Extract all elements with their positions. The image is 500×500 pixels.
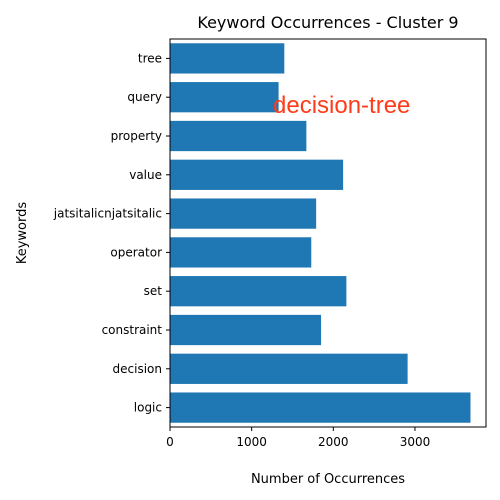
y-tick-label: jatsitalicnjatsitalic <box>53 207 162 221</box>
y-axis-ticks: logic decision constraint set operator jatsit… <box>53 51 170 415</box>
x-tick-label: 1000 <box>236 435 267 449</box>
bar-constraint <box>170 314 322 346</box>
y-tick-label: constraint <box>102 323 163 337</box>
y-tick-label: value <box>129 168 162 182</box>
y-axis-label: Keywords <box>15 202 30 265</box>
y-tick-label: query <box>127 90 162 104</box>
plot-frame <box>169 38 487 428</box>
y-tick-label: decision <box>113 362 162 376</box>
bar-logic <box>170 392 471 423</box>
bars-group <box>170 43 471 423</box>
chart-title: Keyword Occurrences - Cluster 9 <box>197 13 458 32</box>
y-tick-label: logic <box>134 401 162 415</box>
y-tick-label: property <box>111 129 162 143</box>
y-tick-label: operator <box>110 245 162 259</box>
chart-annotation: decision-tree <box>273 92 410 119</box>
bar-query <box>170 82 279 113</box>
bar-property <box>170 120 307 152</box>
bar-set <box>170 276 347 307</box>
bar-decision <box>170 353 408 384</box>
bar-operator <box>170 237 312 268</box>
x-axis-label: Number of Occurrences <box>251 472 405 487</box>
y-tick-label: tree <box>138 51 162 65</box>
y-tick-label: set <box>144 284 163 298</box>
bar-value <box>170 159 344 190</box>
x-tick-label: 2000 <box>318 435 349 449</box>
x-tick-label: 3000 <box>400 435 431 449</box>
bar-tree <box>170 43 285 74</box>
x-axis-ticks: 0 1000 2000 3000 <box>166 427 430 449</box>
bar-jatsitalicnjatsitalic <box>170 198 317 229</box>
x-tick-label: 0 <box>166 435 174 449</box>
